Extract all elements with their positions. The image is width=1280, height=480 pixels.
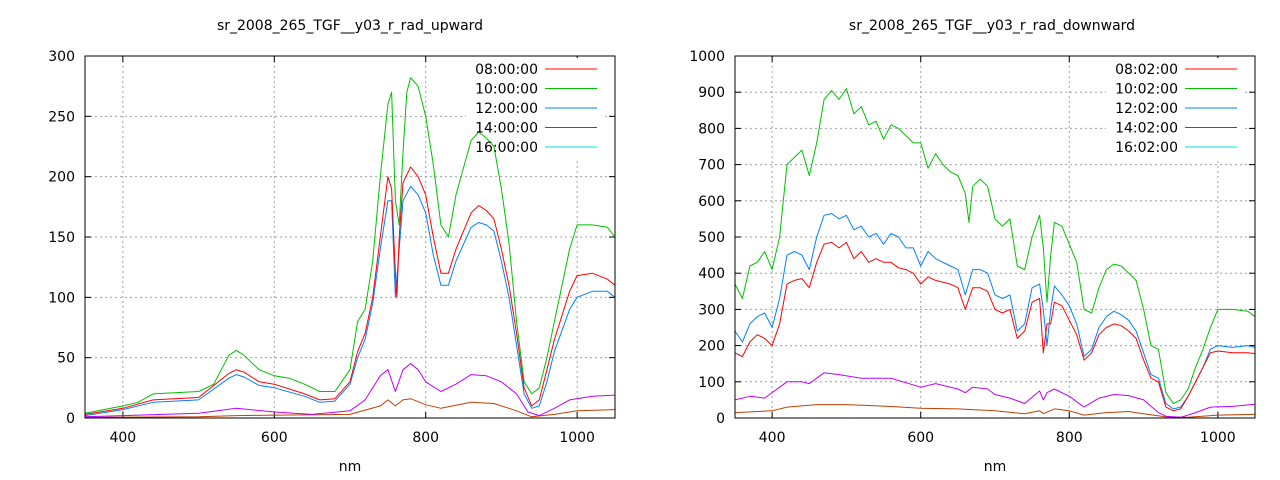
series-line-12-00-00: [84, 185, 616, 417]
y-tick-label: 150: [48, 230, 75, 246]
y-tick-label: 400: [698, 266, 725, 282]
legend-label: 14:02:00: [1115, 121, 1178, 137]
series-line-08-02-00: [734, 241, 1256, 412]
x-tick-label: 1000: [559, 430, 595, 446]
y-tick-label: 0: [716, 411, 725, 427]
legend-label: 08:02:00: [1115, 62, 1178, 78]
x-tick-label: 400: [109, 430, 136, 446]
legend-label: 10:00:00: [475, 82, 538, 98]
legend-label: 16:00:00: [475, 140, 538, 156]
y-tick-label: 900: [698, 85, 725, 101]
plot-frame: [734, 55, 1256, 419]
x-axis-label: nm: [339, 459, 362, 475]
legend-label: 12:00:00: [475, 101, 538, 117]
series-line-16-00-00: [84, 398, 616, 418]
legend-label: 12:02:00: [1115, 101, 1178, 117]
x-axis-label: nm: [984, 459, 1007, 475]
y-tick-label: 300: [698, 302, 725, 318]
chart-title: sr_2008_265_TGF__y03_r_rad_downward: [849, 18, 1135, 34]
y-tick-label: 100: [698, 375, 725, 391]
y-tick-label: 0: [66, 411, 75, 427]
x-tick-label: 800: [412, 430, 439, 446]
legend-label: 16:02:00: [1115, 140, 1178, 156]
y-tick-label: 500: [698, 230, 725, 246]
series-line-12-02-00: [734, 213, 1256, 410]
legend-label: 08:00:00: [475, 62, 538, 78]
x-tick-label: 600: [907, 430, 934, 446]
legend-label: 14:00:00: [475, 121, 538, 137]
y-tick-label: 800: [698, 121, 725, 137]
y-tick-label: 200: [698, 339, 725, 355]
y-tick-label: 100: [48, 290, 75, 306]
series-line-10-02-00: [734, 88, 1256, 404]
series-line-14-02-00: [734, 372, 1256, 418]
series-line-10-00-00: [84, 77, 616, 414]
chart-upward: sr_2008_265_TGF__y03_r_rad_upward 400 600 8…: [48, 18, 616, 475]
x-tick-label: 800: [1056, 430, 1083, 446]
series-line-16-02-00: [734, 404, 1256, 418]
series-line-08-00-00: [84, 166, 616, 415]
y-tick-label: 600: [698, 194, 725, 210]
chart-title: sr_2008_265_TGF__y03_r_rad_upward: [217, 18, 483, 34]
x-tick-label: 400: [759, 430, 786, 446]
y-tick-label: 50: [57, 351, 75, 367]
y-tick-label: 1000: [689, 49, 725, 65]
x-tick-label: 1000: [1200, 430, 1236, 446]
y-tick-label: 250: [48, 109, 75, 125]
series-line-14-00-00: [84, 363, 616, 418]
x-tick-label: 600: [261, 430, 288, 446]
y-tick-label: 200: [48, 170, 75, 186]
y-tick-label: 300: [48, 49, 75, 65]
chart-downward: sr_2008_265_TGF__y03_r_rad_downward 400 60…: [689, 18, 1256, 475]
legend-label: 10:02:00: [1115, 82, 1178, 98]
plot-frame: [84, 55, 616, 419]
y-tick-label: 700: [698, 158, 725, 174]
